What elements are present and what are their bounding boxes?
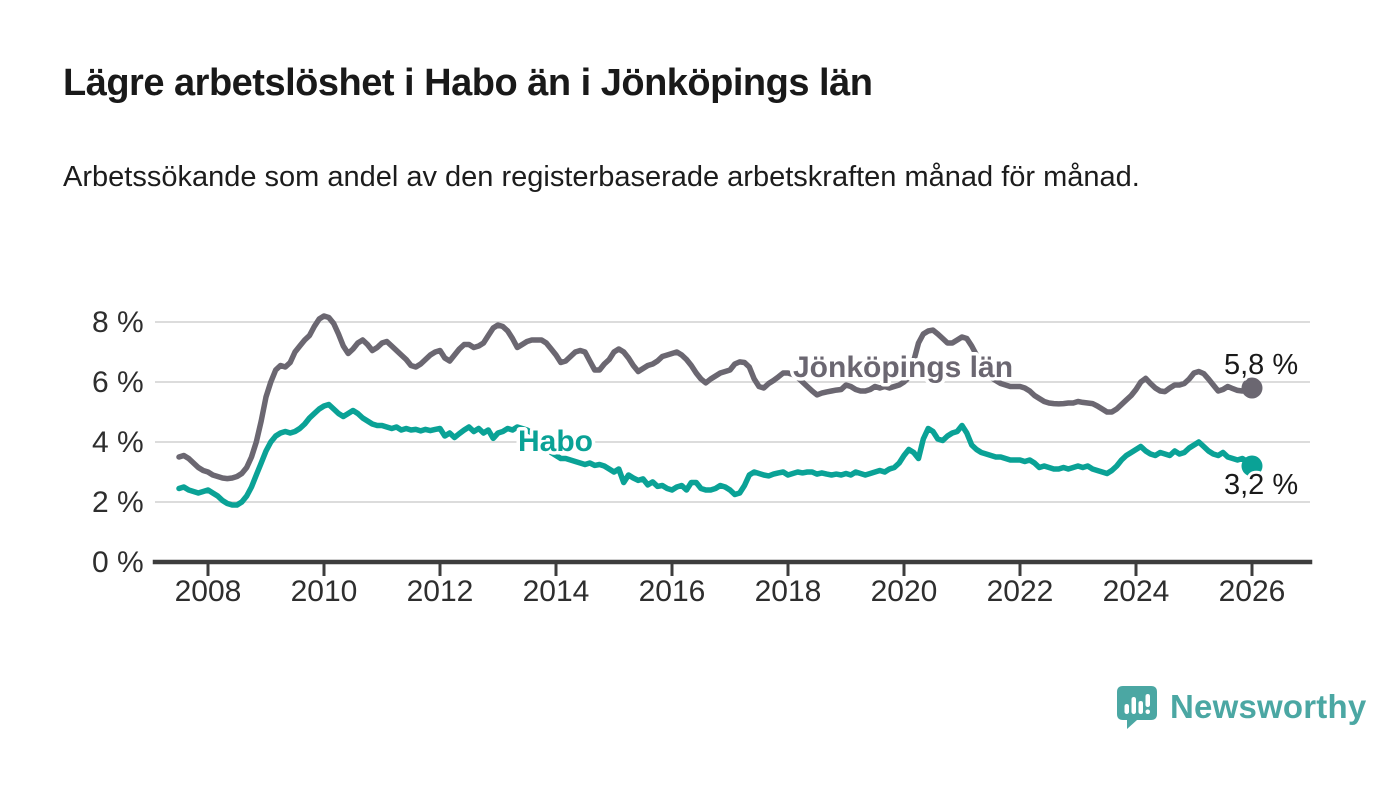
series-label-habo: Habo [518,425,593,458]
x-axis-tick-label: 2020 [871,575,938,608]
brand-footer: Newsworthy [1115,684,1366,730]
x-axis-tick-label: 2024 [1103,575,1170,608]
series-line-habo [176,401,1255,508]
mini-bar-chart-glyph [1124,694,1150,714]
x-axis-tick-label: 2026 [1219,575,1286,608]
newsworthy-logo-icon [1117,686,1157,729]
speech-bubble-shape [1117,686,1157,729]
y-axis-tick-label: 4 % [92,426,144,459]
series-label-jonkopings-lan: Jönköpings län [793,351,1013,384]
series-end-dot-jonkopings-lan [1241,377,1263,399]
series-end-value-label: 5,8 % [1224,349,1298,381]
x-axis-tick-label: 2022 [987,575,1054,608]
x-axis-tick-label: 2014 [523,575,590,608]
series-end-value-label: 3,2 % [1224,469,1298,501]
x-axis-tick-label: 2008 [175,575,242,608]
y-axis-tick-label: 0 % [92,546,144,579]
y-axis-tick-label: 2 % [92,486,144,519]
y-axis-tick-label: 8 % [92,306,144,339]
x-axis-tick-label: 2016 [639,575,706,608]
y-axis-tick-label: 6 % [92,366,144,399]
x-axis-tick-label: 2012 [407,575,474,608]
page-title: Lägre arbetslöshet i Habo än i Jönköping… [63,62,873,104]
brand-name: Newsworthy [1170,688,1367,725]
series-line-jonkopings-lan [176,313,1255,482]
x-axis-tick-label: 2018 [755,575,822,608]
series-end-dot-habo [1241,455,1263,477]
x-axis-tick-label: 2010 [291,575,358,608]
page-subtitle: Arbetssökande som andel av den registerb… [63,161,1140,193]
